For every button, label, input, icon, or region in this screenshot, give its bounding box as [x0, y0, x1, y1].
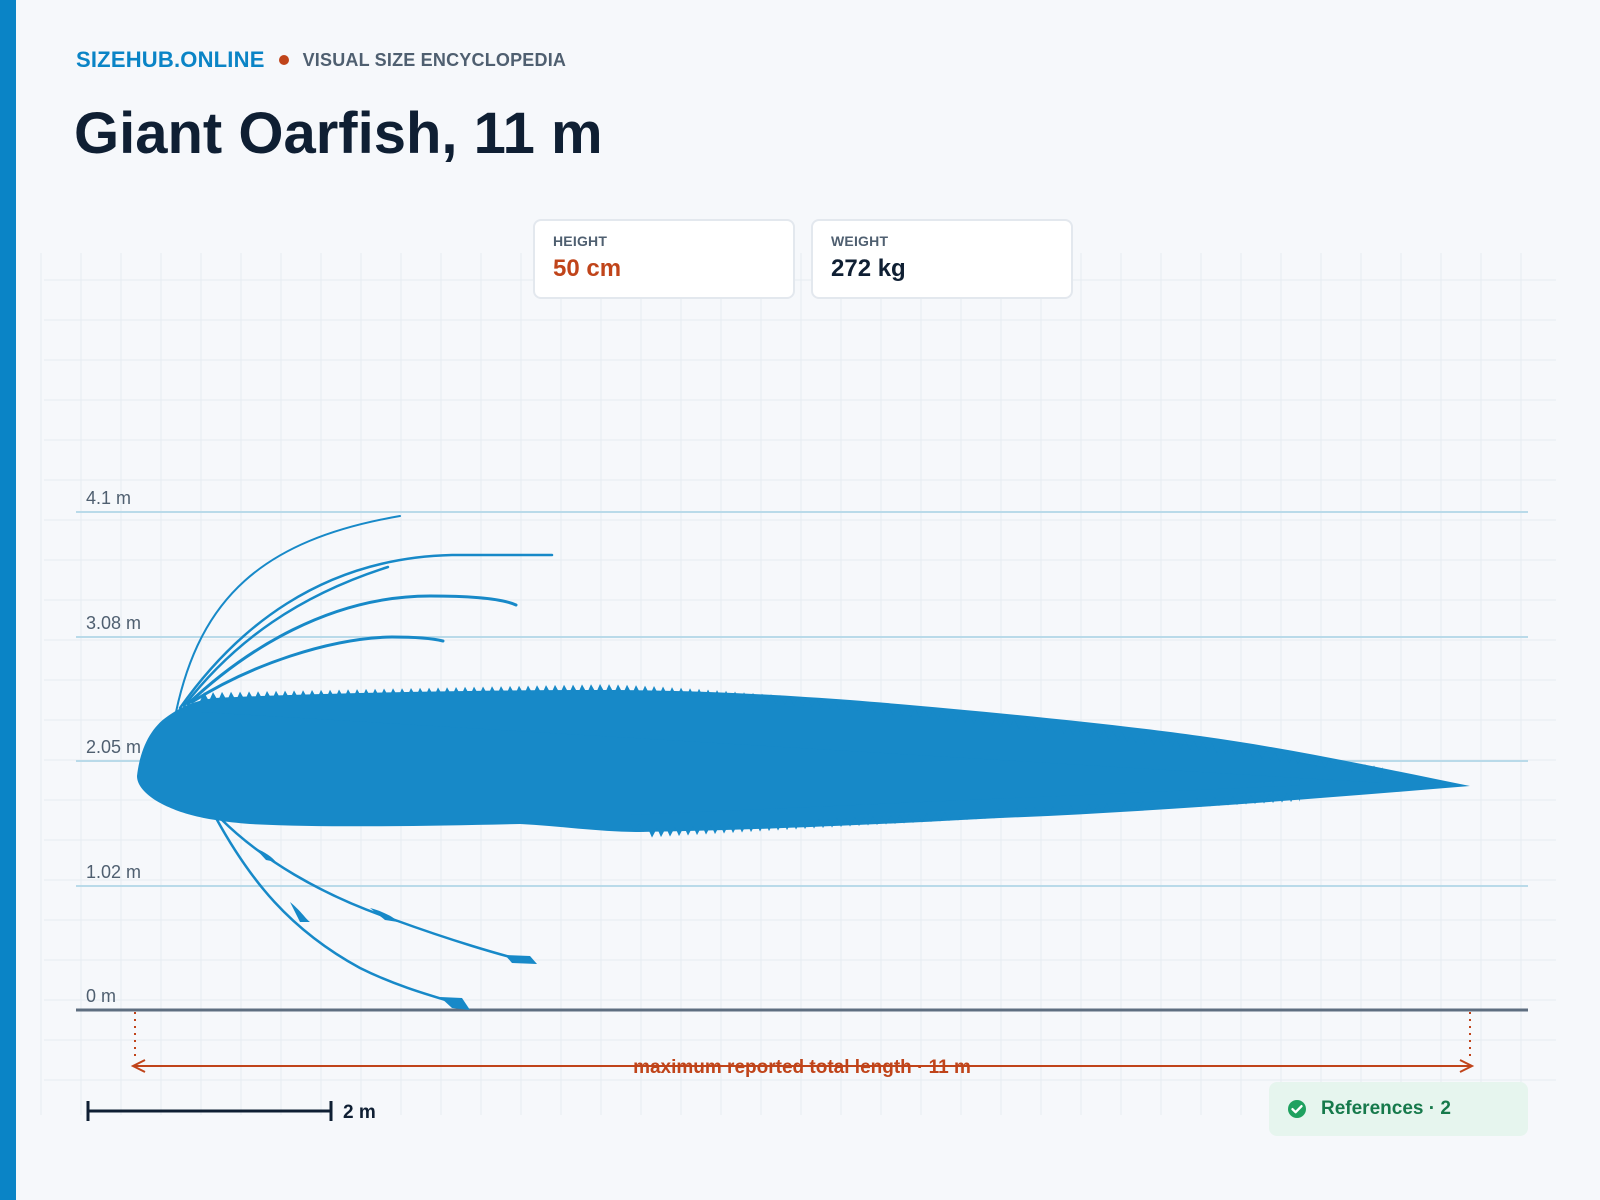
height-label-0m: 0 m — [86, 986, 116, 1006]
height-label-3-08m: 3.08 m — [86, 613, 141, 633]
site-brand-link[interactable]: SIZEHUB.ONLINE — [76, 47, 265, 72]
weight-stat-label: WEIGHT — [831, 233, 889, 249]
giant-oarfish-silhouette — [137, 515, 1470, 1010]
height-stat-label: HEIGHT — [553, 233, 608, 249]
anal-fin-fringe — [630, 785, 1300, 838]
weight-stat-card: WEIGHT 272 kg — [811, 219, 1073, 299]
scale-bar: 2 m — [86, 1101, 376, 1123]
separator-dot — [278, 55, 289, 65]
site-tagline: VISUAL SIZE ENCYCLOPEDIA — [302, 49, 567, 70]
scale-bar-label: 2 m — [343, 1102, 376, 1123]
left-accent-bar — [0, 0, 16, 1200]
page-title: Giant Oarfish, 11 m — [74, 101, 603, 166]
height-label-4-1m: 4.1 m — [86, 488, 131, 508]
weight-stat-value: 272 kg — [831, 255, 906, 282]
height-label-1-02m: 1.02 m — [86, 862, 141, 882]
height-stat-value: 50 cm — [553, 255, 622, 282]
pelvic-fin-rays — [214, 816, 532, 1007]
length-arrow-left-head — [130, 1059, 146, 1073]
length-annotation: maximum reported total length · 11 m — [130, 1012, 1475, 1078]
background-grid — [40, 253, 1556, 1115]
references-label: References · 2 — [1321, 1098, 1451, 1119]
pelvic-fin-tips — [255, 848, 537, 1010]
dorsal-crest-rays — [175, 515, 554, 713]
height-label-2-05m: 2.05 m — [86, 737, 141, 757]
height-labels: 4.1 m 3.08 m 2.05 m 1.02 m 0 m — [86, 488, 141, 1006]
brand-row: SIZEHUB.ONLINE VISUAL SIZE ENCYCLOPEDIA — [76, 47, 566, 73]
height-stat-card: HEIGHT 50 cm — [533, 219, 795, 299]
references-badge[interactable]: References · 2 — [1269, 1082, 1528, 1136]
length-arrow-right-head — [1459, 1059, 1475, 1073]
length-annotation-label: maximum reported total length · 11 m — [633, 1057, 971, 1078]
dorsal-fin-fringe — [200, 684, 1383, 783]
check-circle-icon — [1288, 1100, 1306, 1118]
